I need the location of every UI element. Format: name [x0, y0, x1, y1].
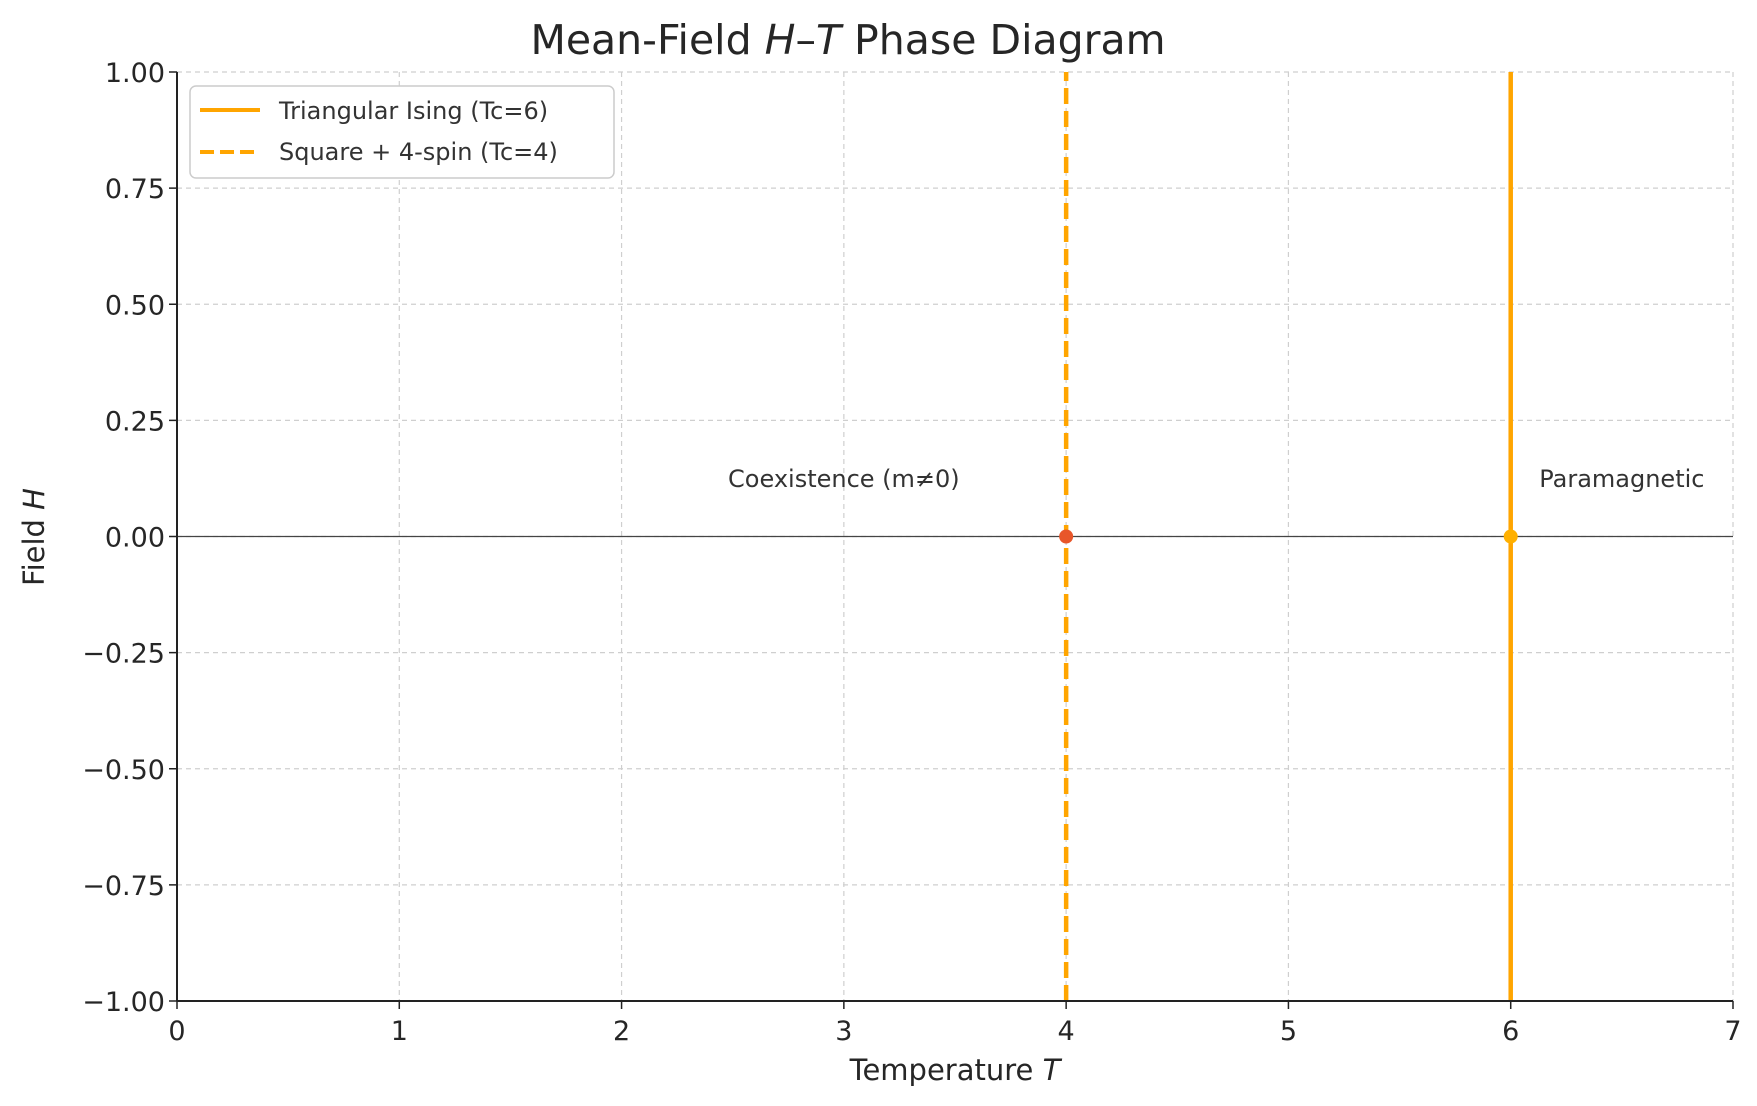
y-tick-label: 0.75	[105, 174, 165, 205]
y-tick-label: 1.00	[105, 58, 165, 89]
x-tick-label: 3	[835, 1016, 852, 1047]
annotation-label: Coexistence (m≠0)	[728, 465, 960, 493]
y-tick-label: 0.00	[105, 523, 165, 554]
y-tick-label: 0.25	[105, 406, 165, 437]
y-tick-label: −0.25	[82, 639, 165, 670]
y-tick-label: 0.50	[105, 290, 165, 321]
x-tick-label: 4	[1058, 1016, 1075, 1047]
critical-points	[1059, 529, 1518, 544]
y-tick-labels: −1.00 −0.75 −0.50 −0.25 0.00 0.25 0.50 0.75 1.00	[82, 58, 165, 1018]
x-axis-label: Temperature T	[849, 1053, 1063, 1087]
x-tick-label: 5	[1280, 1016, 1297, 1047]
axes	[169, 71, 1734, 1009]
annotation-label: Paramagnetic	[1539, 465, 1704, 493]
y-tick-label: −0.50	[82, 755, 165, 786]
y-axis-label: Field H	[17, 488, 51, 586]
x-tick-labels: 0 1 2 3 4 5 6 7	[168, 1016, 1741, 1047]
critical-point	[1059, 529, 1074, 544]
x-tick-label: 6	[1502, 1016, 1519, 1047]
x-tick-label: 2	[613, 1016, 630, 1047]
legend-label-triangular: Triangular Ising (Tc=6)	[278, 97, 548, 125]
annotations: Coexistence (m≠0) Paramagnetic	[728, 465, 1704, 493]
critical-point	[1503, 529, 1518, 544]
y-tick-label: −1.00	[82, 987, 165, 1018]
x-tick-label: 1	[391, 1016, 408, 1047]
legend-box	[189, 85, 615, 179]
legend: Triangular Ising (Tc=6) Square + 4-spin …	[189, 85, 615, 179]
legend-label-square: Square + 4-spin (Tc=4)	[279, 138, 558, 166]
x-tick-label: 0	[168, 1016, 185, 1047]
x-tick-label: 7	[1724, 1016, 1741, 1047]
y-tick-label: −0.75	[82, 871, 165, 902]
chart-title: Mean-Field H–T Phase Diagram	[530, 16, 1165, 64]
